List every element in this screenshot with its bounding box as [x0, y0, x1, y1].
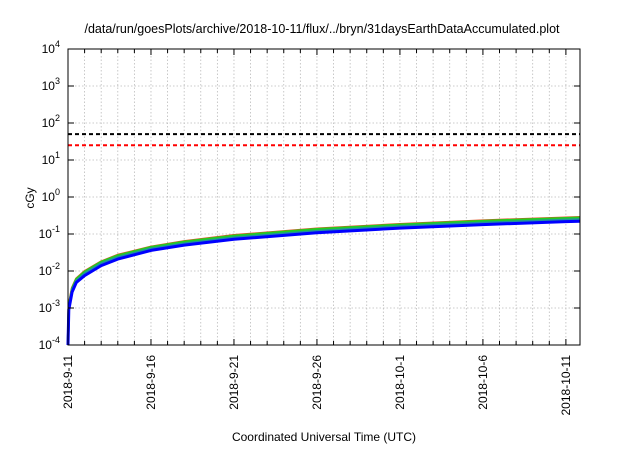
y-tick-label: 101: [42, 150, 60, 167]
y-tick-label: 100: [42, 187, 60, 204]
series-teal-line: [66, 218, 581, 346]
chart-title: /data/run/goesPlots/archive/2018-10-11/f…: [84, 22, 560, 36]
y-tick-label: 10-4: [39, 335, 60, 352]
y-tick-label: 10-2: [39, 261, 60, 278]
x-tick-label: 2018-9-21: [227, 355, 241, 410]
thresholds: [68, 133, 580, 147]
y-tick-label: 103: [42, 76, 60, 93]
x-tick-label: 2018-9-16: [144, 355, 158, 410]
series-group: [66, 215, 581, 346]
y-axis-label: cGy: [23, 187, 37, 208]
series-green-line: [66, 216, 581, 346]
x-tick-label: 2018-9-26: [310, 355, 324, 410]
y-tick-label: 104: [42, 39, 60, 56]
x-tick-label: 2018-9-11: [61, 355, 75, 409]
series-blue-line: [66, 219, 581, 346]
x-tick-label: 2018-10-11: [559, 355, 573, 416]
y-tick-label: 10-1: [39, 224, 60, 241]
y-tick-label: 102: [42, 113, 60, 130]
plot-frame: [67, 48, 581, 346]
axes: 10-4 10-3 10-2 10-1 100 101 102 103 104 2018-9-11…: [39, 39, 581, 416]
x-tick-label: 2018-10-6: [476, 355, 490, 410]
series-red-line: [66, 215, 581, 346]
y-tick-label: 10-3: [39, 298, 60, 315]
x-tick-label: 2018-10-1: [393, 355, 407, 410]
x-axis-label: Coordinated Universal Time (UTC): [232, 430, 416, 444]
grid: [68, 49, 580, 345]
